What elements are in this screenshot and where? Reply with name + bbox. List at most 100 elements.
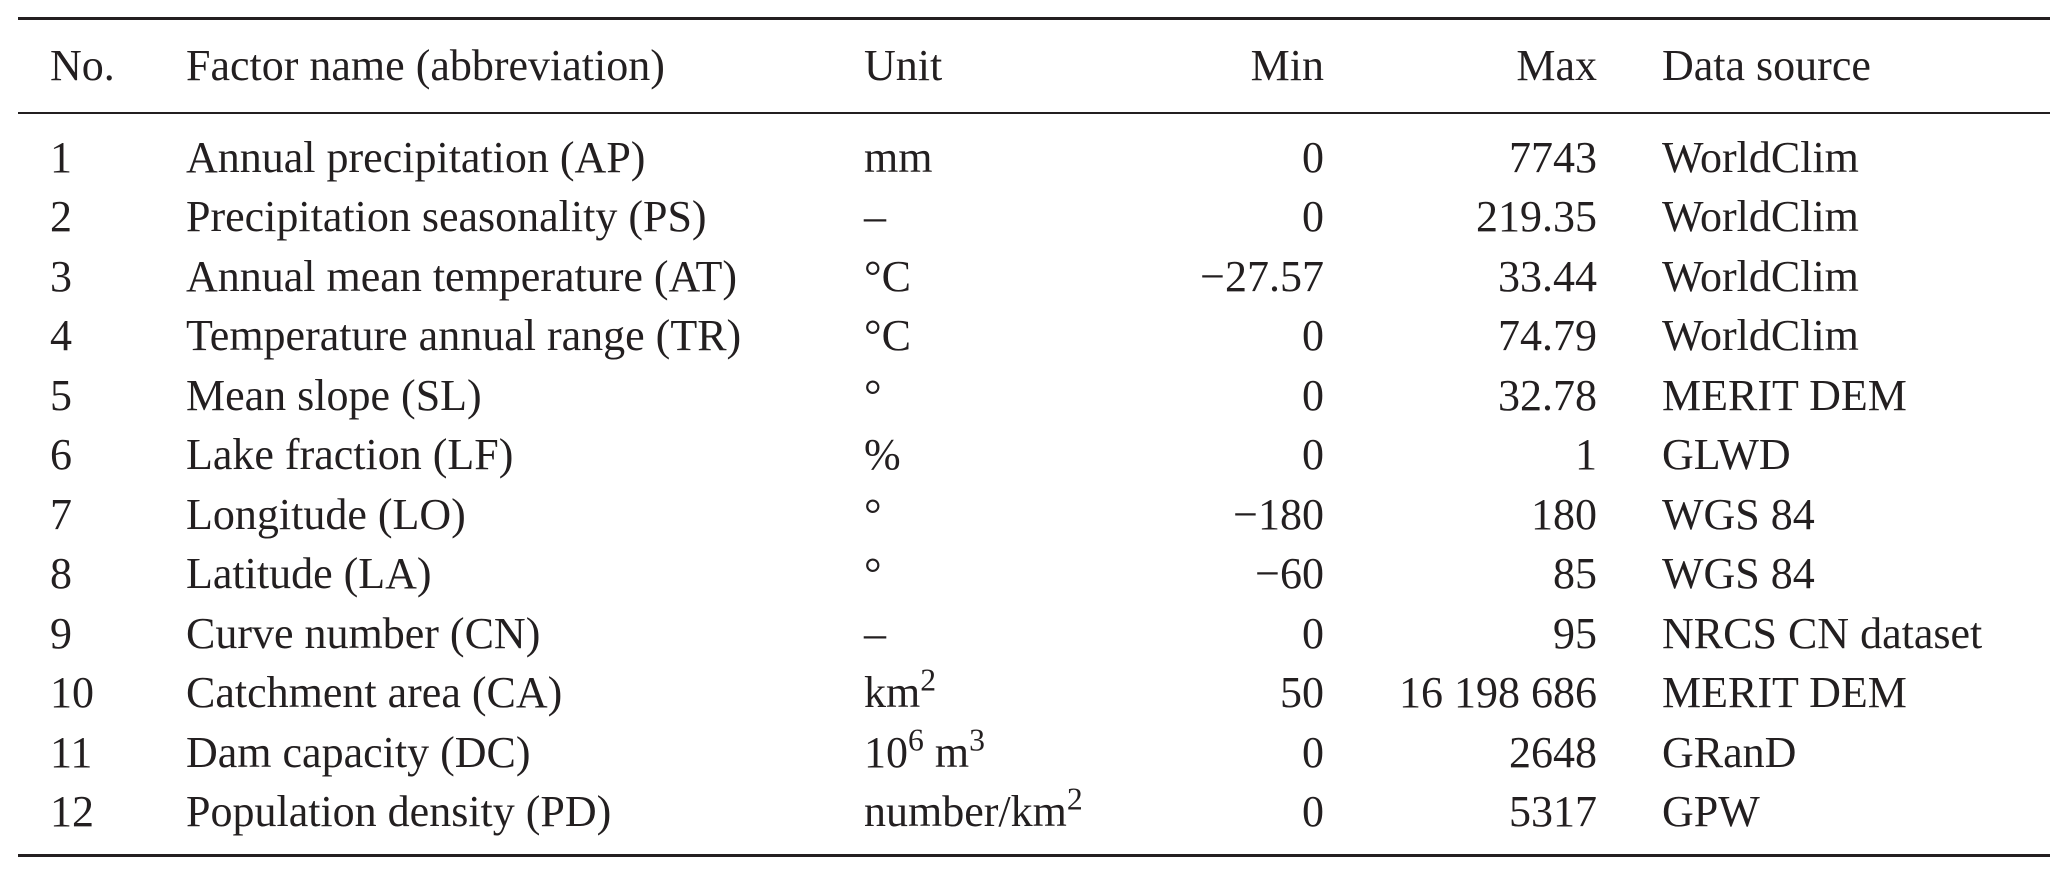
factor-name: Catchment area (CA): [186, 668, 563, 718]
header-no: No.: [50, 41, 115, 90]
unit-base: number/km: [864, 787, 1067, 837]
min-value: 0: [1302, 370, 1324, 420]
min-value: 50: [1280, 668, 1324, 718]
table-row: 10 Catchment area (CA) km2 50 16 198 686 MERI…: [18, 664, 2050, 724]
data-source: WGS 84: [1662, 489, 1815, 539]
unit: °C: [864, 314, 911, 358]
max-value: 219.35: [1476, 192, 1597, 242]
unit: %: [864, 433, 901, 477]
unit-exponent: 2: [920, 662, 937, 698]
header-factor-name: Factor name (abbreviation): [186, 41, 665, 90]
unit: number/km2: [864, 783, 1083, 837]
unit: 106 m3: [864, 724, 985, 777]
header-max: Max: [1516, 41, 1597, 90]
max-value: 1: [1575, 430, 1597, 480]
unit-base: %: [864, 430, 901, 480]
data-source: GLWD: [1662, 430, 1791, 480]
factor-name: Mean slope (SL): [186, 370, 482, 420]
min-value: 0: [1302, 430, 1324, 480]
unit: mm: [864, 132, 933, 182]
table-row: 2 Precipitation seasonality (PS) – 0 219.35 W…: [18, 188, 2050, 248]
row-number: 2: [50, 192, 72, 242]
table-row: 11 Dam capacity (DC) 106 m3 0 2648 GRanD: [18, 723, 2050, 783]
row-number: 9: [50, 608, 72, 658]
header-data-source: Data source: [1662, 41, 1871, 90]
unit: °C: [864, 251, 911, 301]
unit-base: mm: [864, 132, 933, 182]
data-source: GRanD: [1662, 727, 1797, 777]
unit: –: [864, 195, 886, 239]
min-value: 0: [1302, 132, 1324, 182]
unit-base: km: [864, 668, 921, 718]
top-rule: [18, 17, 2050, 20]
factor-name: Temperature annual range (TR): [186, 311, 742, 361]
unit-base: °C: [864, 251, 911, 301]
table-row: 7 Longitude (LO) ° −180 180 WGS 84: [18, 485, 2050, 545]
table-row: 5 Mean slope (SL) ° 0 32.78 MERIT DEM: [18, 366, 2050, 426]
min-value: 0: [1302, 787, 1324, 837]
max-value: 7743: [1509, 132, 1597, 182]
row-number: 12: [50, 787, 94, 837]
factor-name: Annual precipitation (AP): [186, 132, 646, 182]
max-value: 33.44: [1498, 251, 1597, 301]
max-value: 180: [1531, 489, 1597, 539]
row-number: 3: [50, 251, 72, 301]
factor-name: Lake fraction (LF): [186, 430, 514, 480]
min-value: 0: [1302, 727, 1324, 777]
factor-name: Latitude (LA): [186, 549, 432, 599]
factor-name: Population density (PD): [186, 787, 612, 837]
data-source: MERIT DEM: [1662, 370, 1907, 420]
table-row: 9 Curve number (CN) – 0 95 NRCS CN dataset: [18, 604, 2050, 664]
min-value: −60: [1255, 549, 1324, 599]
factor-name: Annual mean temperature (AT): [186, 251, 737, 301]
row-number: 11: [50, 727, 93, 777]
row-number: 10: [50, 668, 94, 718]
max-value: 32.78: [1498, 370, 1597, 420]
unit: °: [864, 552, 882, 596]
min-value: 0: [1302, 192, 1324, 242]
min-value: 0: [1302, 311, 1324, 361]
max-value: 2648: [1509, 727, 1597, 777]
unit-base: 10: [864, 727, 908, 777]
row-number: 6: [50, 430, 72, 480]
table-body: 1 Annual precipitation (AP) mm 0 7743 WorldCl…: [18, 114, 2050, 854]
unit-exponent: 2: [1066, 781, 1083, 817]
table-row: 1 Annual precipitation (AP) mm 0 7743 WorldCl…: [18, 128, 2050, 188]
data-source: GPW: [1662, 787, 1760, 837]
unit-base: °: [864, 489, 882, 539]
row-number: 5: [50, 370, 72, 420]
table-row: 6 Lake fraction (LF)% 0 1 GLWD: [18, 426, 2050, 486]
factor-table: No. Factor name (abbreviation) Unit Min …: [18, 17, 2050, 857]
header-unit: Unit: [864, 41, 943, 90]
table-header-row: No. Factor name (abbreviation) Unit Min …: [18, 20, 2050, 112]
header-min: Min: [1250, 41, 1324, 90]
unit: °: [864, 489, 882, 539]
unit-exponent: 6: [908, 722, 924, 758]
data-source: WorldClim: [1662, 132, 1859, 182]
unit: –: [864, 611, 886, 656]
unit-second-base: m: [923, 727, 970, 777]
table-row: 3 Annual mean temperature (AT) °C −27.57 33.…: [18, 247, 2050, 307]
table-row: 4 Temperature annual range (TR) °C 0 74.79 Wo…: [18, 307, 2050, 367]
data-source: WorldClim: [1662, 192, 1859, 242]
header-rule: [18, 112, 2050, 114]
min-value: −27.57: [1200, 251, 1324, 301]
factor-name: Curve number (CN): [186, 608, 541, 658]
data-source: WorldClim: [1662, 251, 1859, 301]
unit-base: °: [864, 370, 882, 420]
max-value: 5317: [1509, 787, 1597, 837]
data-source: WorldClim: [1662, 311, 1859, 361]
unit: km2: [864, 664, 936, 718]
row-number: 7: [50, 489, 72, 539]
bottom-rule: [18, 854, 2050, 857]
table-row: 8 Latitude (LA) ° −60 85 WGS 84: [18, 545, 2050, 605]
max-value: 74.79: [1498, 311, 1597, 361]
row-number: 4: [50, 311, 72, 361]
data-source: WGS 84: [1662, 549, 1815, 599]
unit-base: °: [864, 549, 882, 599]
unit-base: °C: [864, 311, 911, 361]
unit: °: [864, 370, 882, 420]
unit-second-exponent: 3: [969, 722, 985, 758]
min-value: 0: [1302, 608, 1324, 658]
factor-name: Dam capacity (DC): [186, 727, 531, 777]
